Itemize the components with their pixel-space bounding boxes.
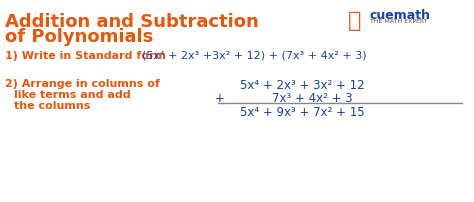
Text: 7x³ + 4x² + 3: 7x³ + 4x² + 3 — [272, 92, 353, 104]
Text: 1) Write in Standard form: 1) Write in Standard form — [5, 51, 170, 61]
Text: of Polynomials: of Polynomials — [5, 28, 153, 46]
Text: 5x⁴ + 9x³ + 7x² + 15: 5x⁴ + 9x³ + 7x² + 15 — [240, 105, 365, 118]
Text: 5x⁴ + 2x³ + 3x² + 12: 5x⁴ + 2x³ + 3x² + 12 — [240, 79, 365, 92]
Text: the columns: the columns — [14, 101, 91, 110]
Text: +: + — [215, 92, 225, 104]
Text: like terms and add: like terms and add — [14, 89, 131, 100]
Text: Addition and Subtraction: Addition and Subtraction — [5, 13, 259, 31]
Text: 🚀: 🚀 — [348, 11, 361, 31]
Text: (5x⁴ + 2x³ +3x² + 12) + (7x³ + 4x² + 3): (5x⁴ + 2x³ +3x² + 12) + (7x³ + 4x² + 3) — [142, 51, 366, 61]
Text: cuemath: cuemath — [370, 9, 431, 22]
Text: THE MATH EXPERT: THE MATH EXPERT — [370, 19, 428, 24]
Text: 2) Arrange in columns of: 2) Arrange in columns of — [5, 79, 160, 88]
